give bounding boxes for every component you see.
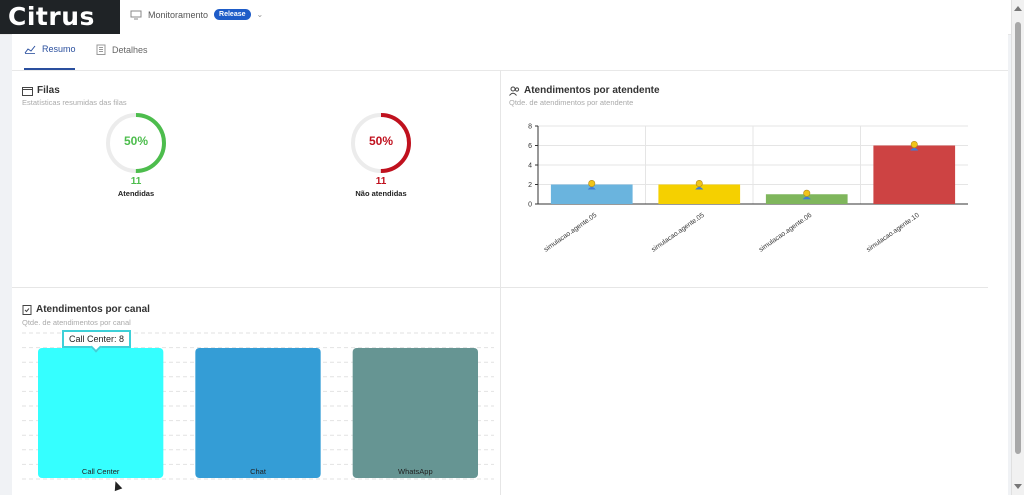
tab-bar: Resumo Detalhes xyxy=(12,34,1008,71)
release-badge: Release xyxy=(214,9,251,20)
agent-marker-body xyxy=(587,187,596,190)
gauge-count: 11 xyxy=(375,176,387,187)
citrus-logo[interactable]: Citrus xyxy=(0,0,120,34)
scrollbar-thumb[interactable] xyxy=(1015,22,1021,454)
gauge-nao-atendidas[interactable]: 50% 11 Não atendidas xyxy=(349,111,413,198)
scroll-up-arrow-icon[interactable] xyxy=(1014,6,1022,11)
x-tick-label: simulacao.agente.05 xyxy=(650,212,706,254)
y-tick-label: 6 xyxy=(528,143,532,150)
users-icon xyxy=(509,86,520,96)
building-icon xyxy=(96,44,106,55)
tab-detalhes[interactable]: Detalhes xyxy=(96,44,148,55)
y-tick-label: 2 xyxy=(528,182,532,189)
agent-marker-icon xyxy=(910,140,918,148)
gauge-ring xyxy=(106,113,166,173)
atendente-bar-chart: 0 2 4 6 8 simulacao.agente.05 simulacao.agente… xyxy=(528,124,968,254)
bar-label: WhatsApp xyxy=(398,467,433,476)
gauge-percent: 50% xyxy=(123,134,149,148)
filas-subtitle: Estatísticas resumidas das filas xyxy=(22,98,127,107)
bar-label: Chat xyxy=(250,467,267,476)
gauge-count: 11 xyxy=(130,176,142,187)
calendar-icon xyxy=(22,86,33,96)
bar xyxy=(352,348,478,478)
gauge-atendidas[interactable]: 50% 11 Atendidas xyxy=(104,111,168,198)
chevron-down-icon[interactable]: ⌄ xyxy=(256,10,264,19)
filas-title-text: Filas xyxy=(37,85,60,96)
clipboard-icon xyxy=(22,305,32,315)
chart-tooltip: Call Center: 8 xyxy=(62,330,132,348)
y-tick-label: 4 xyxy=(528,163,532,170)
atendente-title: Atendimentos por atendente xyxy=(509,85,660,96)
active-tab-indicator xyxy=(24,68,75,70)
filas-title: Filas xyxy=(22,85,60,96)
gauge-percent: 50% xyxy=(368,134,394,148)
breadcrumb-label: Monitoramento xyxy=(148,9,209,20)
vertical-divider xyxy=(500,70,501,495)
top-bar: Citrus Monitoramento Release ⌄ xyxy=(0,0,1012,35)
bar xyxy=(195,348,321,478)
agent-marker-body xyxy=(695,187,704,190)
atendente-title-text: Atendimentos por atendente xyxy=(524,85,660,96)
canal-title-text: Atendimentos por canal xyxy=(36,304,150,315)
gauge-label: Não atendidas xyxy=(355,189,407,198)
breadcrumb[interactable]: Monitoramento Release ⌄ xyxy=(130,9,263,20)
agent-marker-icon xyxy=(695,180,703,188)
agent-marker-body xyxy=(802,196,811,200)
x-tick-label: simulacao.agente.05 xyxy=(543,212,599,254)
vertical-scrollbar[interactable] xyxy=(1011,0,1024,495)
y-tick-label: 8 xyxy=(528,124,532,131)
x-tick-label: simulacao.agente.10 xyxy=(865,212,921,254)
y-tick-label: 0 xyxy=(528,202,532,209)
bar xyxy=(550,184,633,204)
bar xyxy=(38,348,164,478)
canal-bar-chart: Call Center Chat WhatsApp xyxy=(22,332,494,480)
line-chart-icon xyxy=(24,45,36,54)
tab-detalhes-label: Detalhes xyxy=(112,44,148,55)
bar-label: Call Center xyxy=(82,467,120,476)
horizontal-divider xyxy=(12,287,988,288)
x-tick-label: simulacao.agente.06 xyxy=(758,212,814,254)
canal-subtitle: Qtde. de atendimentos por canal xyxy=(22,318,131,327)
tab-resumo-label: Resumo xyxy=(42,44,76,54)
tab-resumo[interactable]: Resumo xyxy=(24,44,76,54)
atendente-subtitle: Qtde. de atendimentos por atendente xyxy=(509,98,634,107)
scroll-down-arrow-icon[interactable] xyxy=(1014,484,1022,489)
dashboard-panel: Resumo Detalhes Filas Estatísticas resum… xyxy=(12,34,1008,495)
gauge-ring xyxy=(351,113,411,173)
agent-marker-icon xyxy=(803,189,811,197)
agent-marker-body xyxy=(910,148,919,151)
agent-marker-icon xyxy=(588,180,596,188)
canal-title: Atendimentos por canal xyxy=(22,304,150,315)
monitor-icon xyxy=(130,10,142,19)
bar xyxy=(873,145,956,204)
bar xyxy=(658,184,741,204)
gauge-label: Atendidas xyxy=(117,189,155,198)
